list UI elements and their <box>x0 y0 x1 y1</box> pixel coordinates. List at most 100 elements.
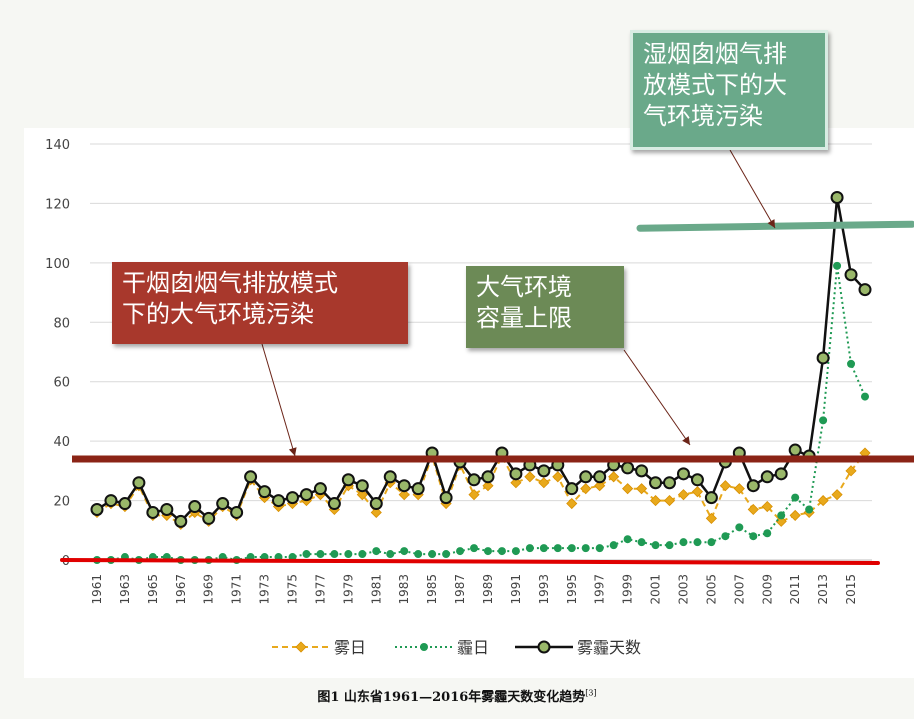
data-point <box>567 544 576 553</box>
x-tick-label: 1977 <box>313 574 327 605</box>
data-point <box>791 493 800 502</box>
legend-label: 雾日 <box>334 638 366 657</box>
data-point <box>230 505 244 519</box>
x-tick-label: 1981 <box>369 574 383 605</box>
data-point <box>621 461 635 475</box>
x-tick-label: 1985 <box>425 574 439 605</box>
data-point <box>470 544 479 553</box>
data-point <box>679 538 688 547</box>
data-point <box>202 511 216 525</box>
data-point <box>623 535 632 544</box>
data-point <box>707 538 716 547</box>
data-point <box>693 538 702 547</box>
data-point <box>400 547 409 556</box>
wet-chimney-line <box>636 220 914 232</box>
arrow-shaft <box>729 149 776 229</box>
capacity-annotation: 大气环境 容量上限 <box>466 266 624 348</box>
data-point <box>313 482 327 496</box>
data-point <box>132 476 146 490</box>
legend-swatch-marker <box>537 640 551 654</box>
data-point <box>216 497 230 511</box>
data-point <box>174 514 188 528</box>
data-point <box>90 502 104 516</box>
y-tick-label: 120 <box>45 197 70 212</box>
data-point <box>637 538 646 547</box>
data-point <box>509 467 523 481</box>
data-point <box>735 523 744 532</box>
arrow-shaft <box>261 343 296 457</box>
chart-panel <box>24 128 914 678</box>
data-point <box>649 476 663 490</box>
data-point <box>761 500 773 513</box>
x-tick-label: 1963 <box>118 574 132 605</box>
data-point <box>497 547 506 556</box>
data-point <box>511 547 520 556</box>
x-tick-label: 1965 <box>146 574 160 605</box>
data-point <box>397 479 411 493</box>
data-point <box>398 489 410 501</box>
data-point <box>370 506 382 519</box>
x-tick-label: 2003 <box>676 574 690 605</box>
data-point <box>553 544 562 553</box>
arrow-head <box>682 436 690 445</box>
data-point <box>188 500 202 514</box>
x-tick-label: 2011 <box>788 574 802 605</box>
data-point <box>355 479 369 493</box>
data-point <box>622 483 634 495</box>
x-tick-label: 1967 <box>174 574 188 605</box>
data-point <box>299 488 313 502</box>
x-tick-label: 2009 <box>760 574 774 605</box>
data-point <box>663 476 677 490</box>
data-point <box>593 470 607 484</box>
data-point <box>789 509 801 521</box>
data-point <box>372 547 381 556</box>
data-point <box>327 497 341 511</box>
data-point <box>580 483 592 495</box>
data-point <box>805 505 814 514</box>
legend-item: 雾霾天数 <box>515 638 641 657</box>
data-point <box>651 541 660 550</box>
data-point <box>690 473 704 487</box>
data-point <box>749 532 758 541</box>
data-point <box>777 511 786 520</box>
data-point <box>538 477 550 489</box>
data-point <box>439 491 453 505</box>
data-point <box>467 473 481 487</box>
x-tick-label: 1975 <box>285 574 299 605</box>
data-point <box>104 494 118 508</box>
figure-caption: 图1 山东省1961—2016年雾霾天数变化趋势[3] <box>0 686 914 705</box>
wet-chimney-annotation: 湿烟囱烟气排 放模式下的大 气环境污染 <box>630 30 828 150</box>
x-tick-label: 2001 <box>649 574 663 605</box>
data-point <box>510 477 522 489</box>
x-tick-label: 1989 <box>481 574 495 605</box>
x-axis: 1961 1963 1965 1967 1969 1971 1973 1975 1977 1979… <box>90 559 872 605</box>
data-point <box>330 550 339 559</box>
data-point <box>665 541 674 550</box>
x-tick-label: 1993 <box>537 574 551 605</box>
data-point <box>746 479 760 493</box>
data-point <box>788 443 802 457</box>
data-point <box>608 471 620 483</box>
data-point <box>316 550 325 559</box>
data-point <box>636 483 648 495</box>
x-tick-label: 1969 <box>202 574 216 605</box>
y-tick-label: 140 <box>45 138 70 153</box>
arrow-head <box>767 219 775 228</box>
dry-arrow <box>261 343 297 457</box>
data-point <box>539 544 548 553</box>
data-point <box>272 494 286 508</box>
data-point <box>428 550 437 559</box>
data-point <box>258 485 272 499</box>
x-tick-label: 2007 <box>732 574 746 605</box>
data-point <box>719 480 731 492</box>
data-point <box>244 470 258 484</box>
data-point <box>552 471 564 483</box>
data-point <box>861 392 869 401</box>
dry-chimney-line <box>60 558 880 565</box>
y-tick-label: 80 <box>53 316 70 331</box>
y-tick-label: 40 <box>53 435 70 450</box>
data-point <box>581 544 590 553</box>
x-tick-label: 1979 <box>341 574 355 605</box>
data-point <box>442 550 451 559</box>
x-tick-label: 2005 <box>704 574 718 605</box>
